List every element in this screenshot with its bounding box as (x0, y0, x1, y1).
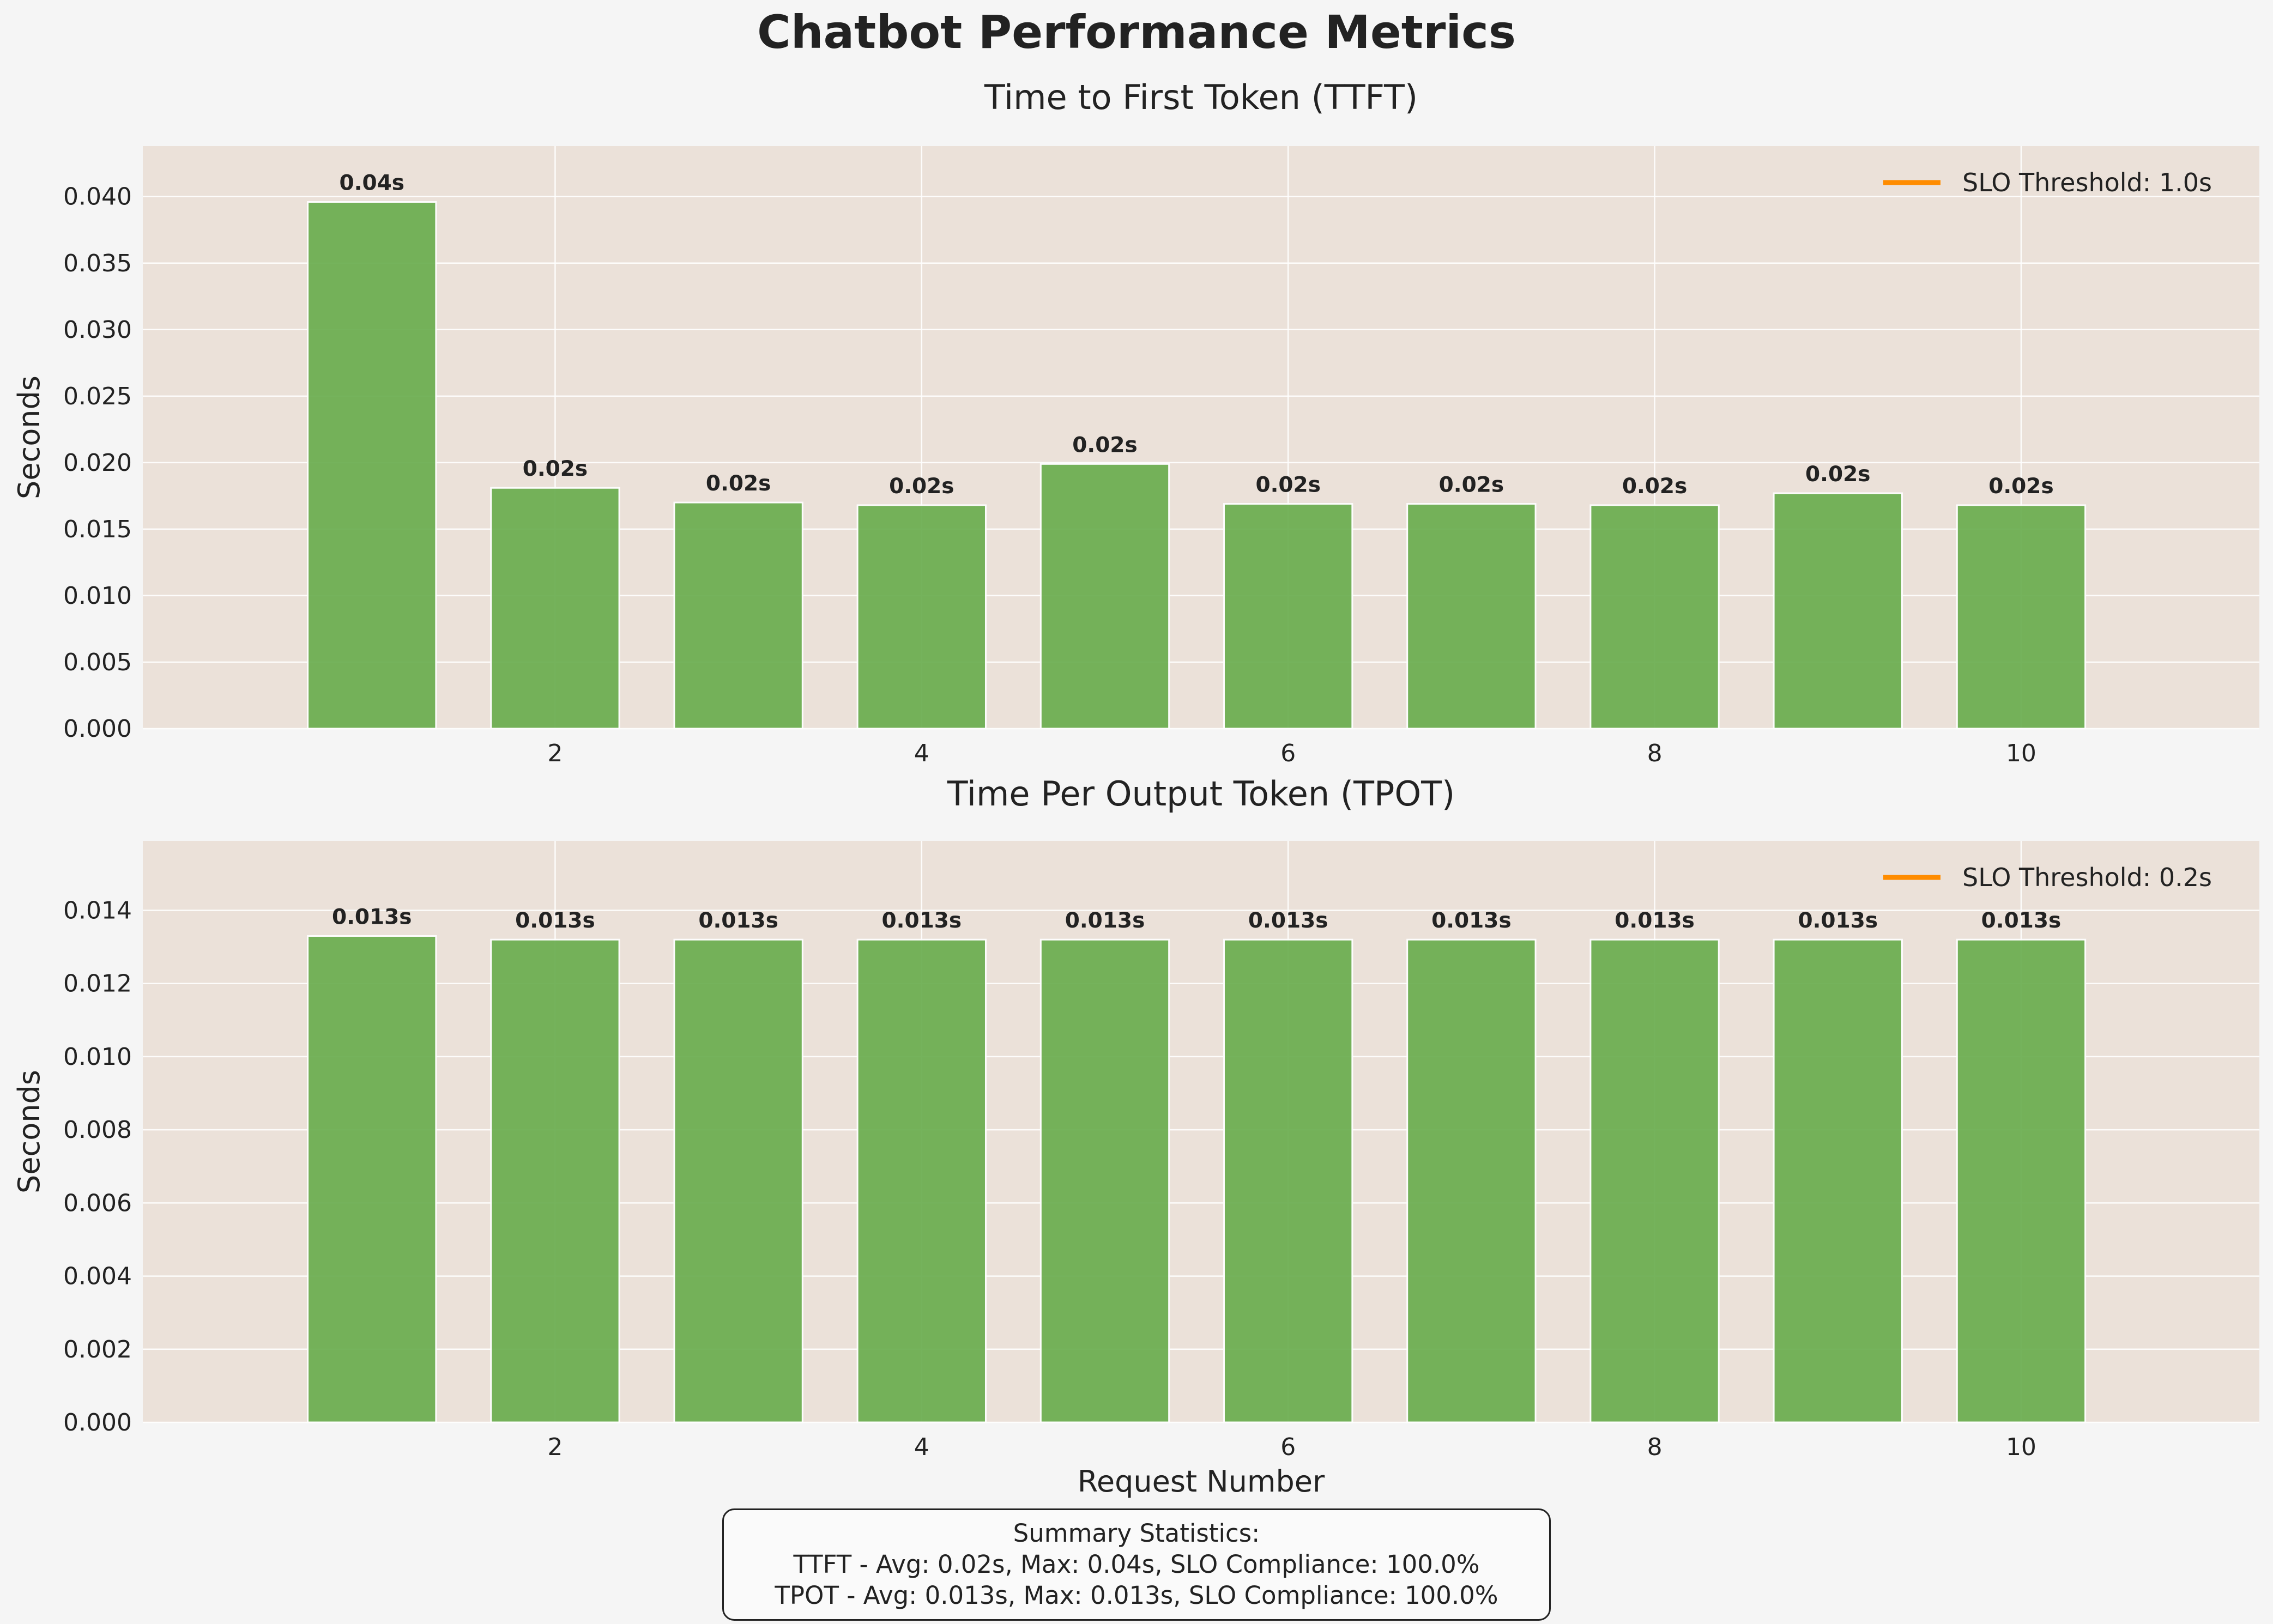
bar-request-1 (307, 935, 437, 1423)
bar-request-9 (1773, 938, 1903, 1423)
bar-value-label: 0.02s (706, 471, 771, 496)
y-tick-label: 0.004 (63, 1263, 132, 1290)
bar-value-label: 0.013s (1615, 908, 1695, 933)
x-tick-label: 8 (1647, 740, 1663, 767)
bar-value-label: 0.02s (1622, 474, 1687, 499)
x-tick-label: 6 (1280, 1433, 1296, 1461)
bar-value-label: 0.02s (889, 474, 954, 499)
chart-title: Time Per Output Token (TPOT) (947, 774, 1455, 814)
y-tick-label: 0.010 (63, 582, 132, 610)
x-axis-label: Request Number (1078, 1464, 1325, 1499)
x-tick-label: 4 (914, 740, 929, 767)
y-tick-label: 0.000 (63, 715, 132, 743)
bar-value-label: 0.02s (1805, 462, 1870, 487)
y-tick-label: 0.015 (63, 516, 132, 543)
plot-area (143, 146, 2259, 729)
y-tick-label: 0.030 (63, 316, 132, 344)
ttft-chart: 0.04s 0.02s 0.02s 0.02s 0.02s 0.02s 0.02s 0.02s… (12, 77, 2259, 767)
bar-request-6 (1223, 503, 1353, 730)
bar-request-6 (1223, 938, 1353, 1423)
bar-value-label: 0.02s (1255, 473, 1320, 498)
legend-label-threshold: SLO Threshold: 0.2s (1962, 863, 2212, 892)
bar-request-4 (856, 938, 987, 1423)
y-tick-label: 0.000 (63, 1409, 132, 1437)
bar-request-8 (1589, 504, 1720, 730)
bar-request-1 (307, 201, 437, 730)
y-axis-label: Seconds (12, 1070, 46, 1193)
bar-request-9 (1773, 492, 1903, 730)
y-tick-label: 0.020 (63, 449, 132, 477)
bar-request-7 (1406, 938, 1537, 1423)
chart-title: Time to First Token (TTFT) (984, 77, 1418, 117)
y-tick-label: 0.040 (63, 183, 132, 211)
figure-title: Chatbot Performance Metrics (757, 5, 1516, 59)
bar-request-5 (1039, 938, 1170, 1423)
x-tick-label: 6 (1280, 740, 1296, 767)
bar-value-label: 0.013s (332, 905, 412, 929)
bar-value-label: 0.02s (1988, 474, 2053, 499)
summary-statistics-box: Summary Statistics: TTFT - Avg: 0.02s, M… (722, 1508, 1551, 1621)
bar-value-label: 0.02s (1439, 473, 1504, 498)
y-tick-label: 0.014 (63, 897, 132, 925)
bar-request-10 (1956, 504, 2087, 730)
summary-heading: Summary Statistics: (1013, 1519, 1260, 1548)
bar-value-label: 0.02s (1072, 433, 1137, 457)
y-axis-label: Seconds (12, 375, 46, 499)
bar-request-3 (673, 938, 803, 1423)
x-tick-label: 4 (914, 1433, 929, 1461)
bar-request-7 (1406, 503, 1537, 730)
y-tick-label: 0.005 (63, 649, 132, 676)
bar-value-label: 0.013s (698, 908, 778, 933)
y-tick-label: 0.025 (63, 383, 132, 410)
bar-request-10 (1956, 938, 2087, 1423)
bar-value-label: 0.013s (515, 908, 595, 933)
x-tick-label: 8 (1647, 1433, 1663, 1461)
bar-request-4 (856, 504, 987, 730)
legend-label-threshold: SLO Threshold: 1.0s (1962, 168, 2212, 197)
bar-request-8 (1589, 938, 1720, 1423)
bar-request-5 (1039, 463, 1170, 730)
x-tick-label: 2 (547, 740, 563, 767)
y-tick-label: 0.010 (63, 1043, 132, 1071)
y-tick-label: 0.008 (63, 1116, 132, 1144)
bar-value-label: 0.013s (1065, 908, 1145, 933)
bar-value-label: 0.013s (882, 908, 962, 933)
bar-request-3 (673, 501, 803, 730)
tpot-chart: 0.013s 0.013s 0.013s 0.013s 0.013s 0.013s 0.01… (12, 774, 2259, 1499)
plot-area (143, 841, 2259, 1422)
bar-request-2 (490, 938, 620, 1423)
x-tick-label: 2 (547, 1433, 563, 1461)
summary-ttft-line: TTFT - Avg: 0.02s, Max: 0.04s, SLO Compl… (793, 1550, 1480, 1579)
bar-value-label: 0.04s (340, 171, 404, 196)
y-tick-label: 0.035 (63, 250, 132, 277)
bar-value-label: 0.013s (1431, 908, 1512, 933)
bar-value-label: 0.02s (523, 457, 588, 481)
bar-value-label: 0.013s (1981, 908, 2062, 933)
x-tick-label: 10 (2006, 1433, 2036, 1461)
x-tick-label: 10 (2006, 740, 2036, 767)
y-tick-label: 0.006 (63, 1189, 132, 1217)
bar-request-2 (490, 487, 620, 730)
bar-value-label: 0.013s (1798, 908, 1878, 933)
y-tick-label: 0.002 (63, 1336, 132, 1364)
y-tick-label: 0.012 (63, 970, 132, 998)
summary-tpot-line: TPOT - Avg: 0.013s, Max: 0.013s, SLO Com… (775, 1581, 1498, 1610)
bar-value-label: 0.013s (1248, 908, 1328, 933)
